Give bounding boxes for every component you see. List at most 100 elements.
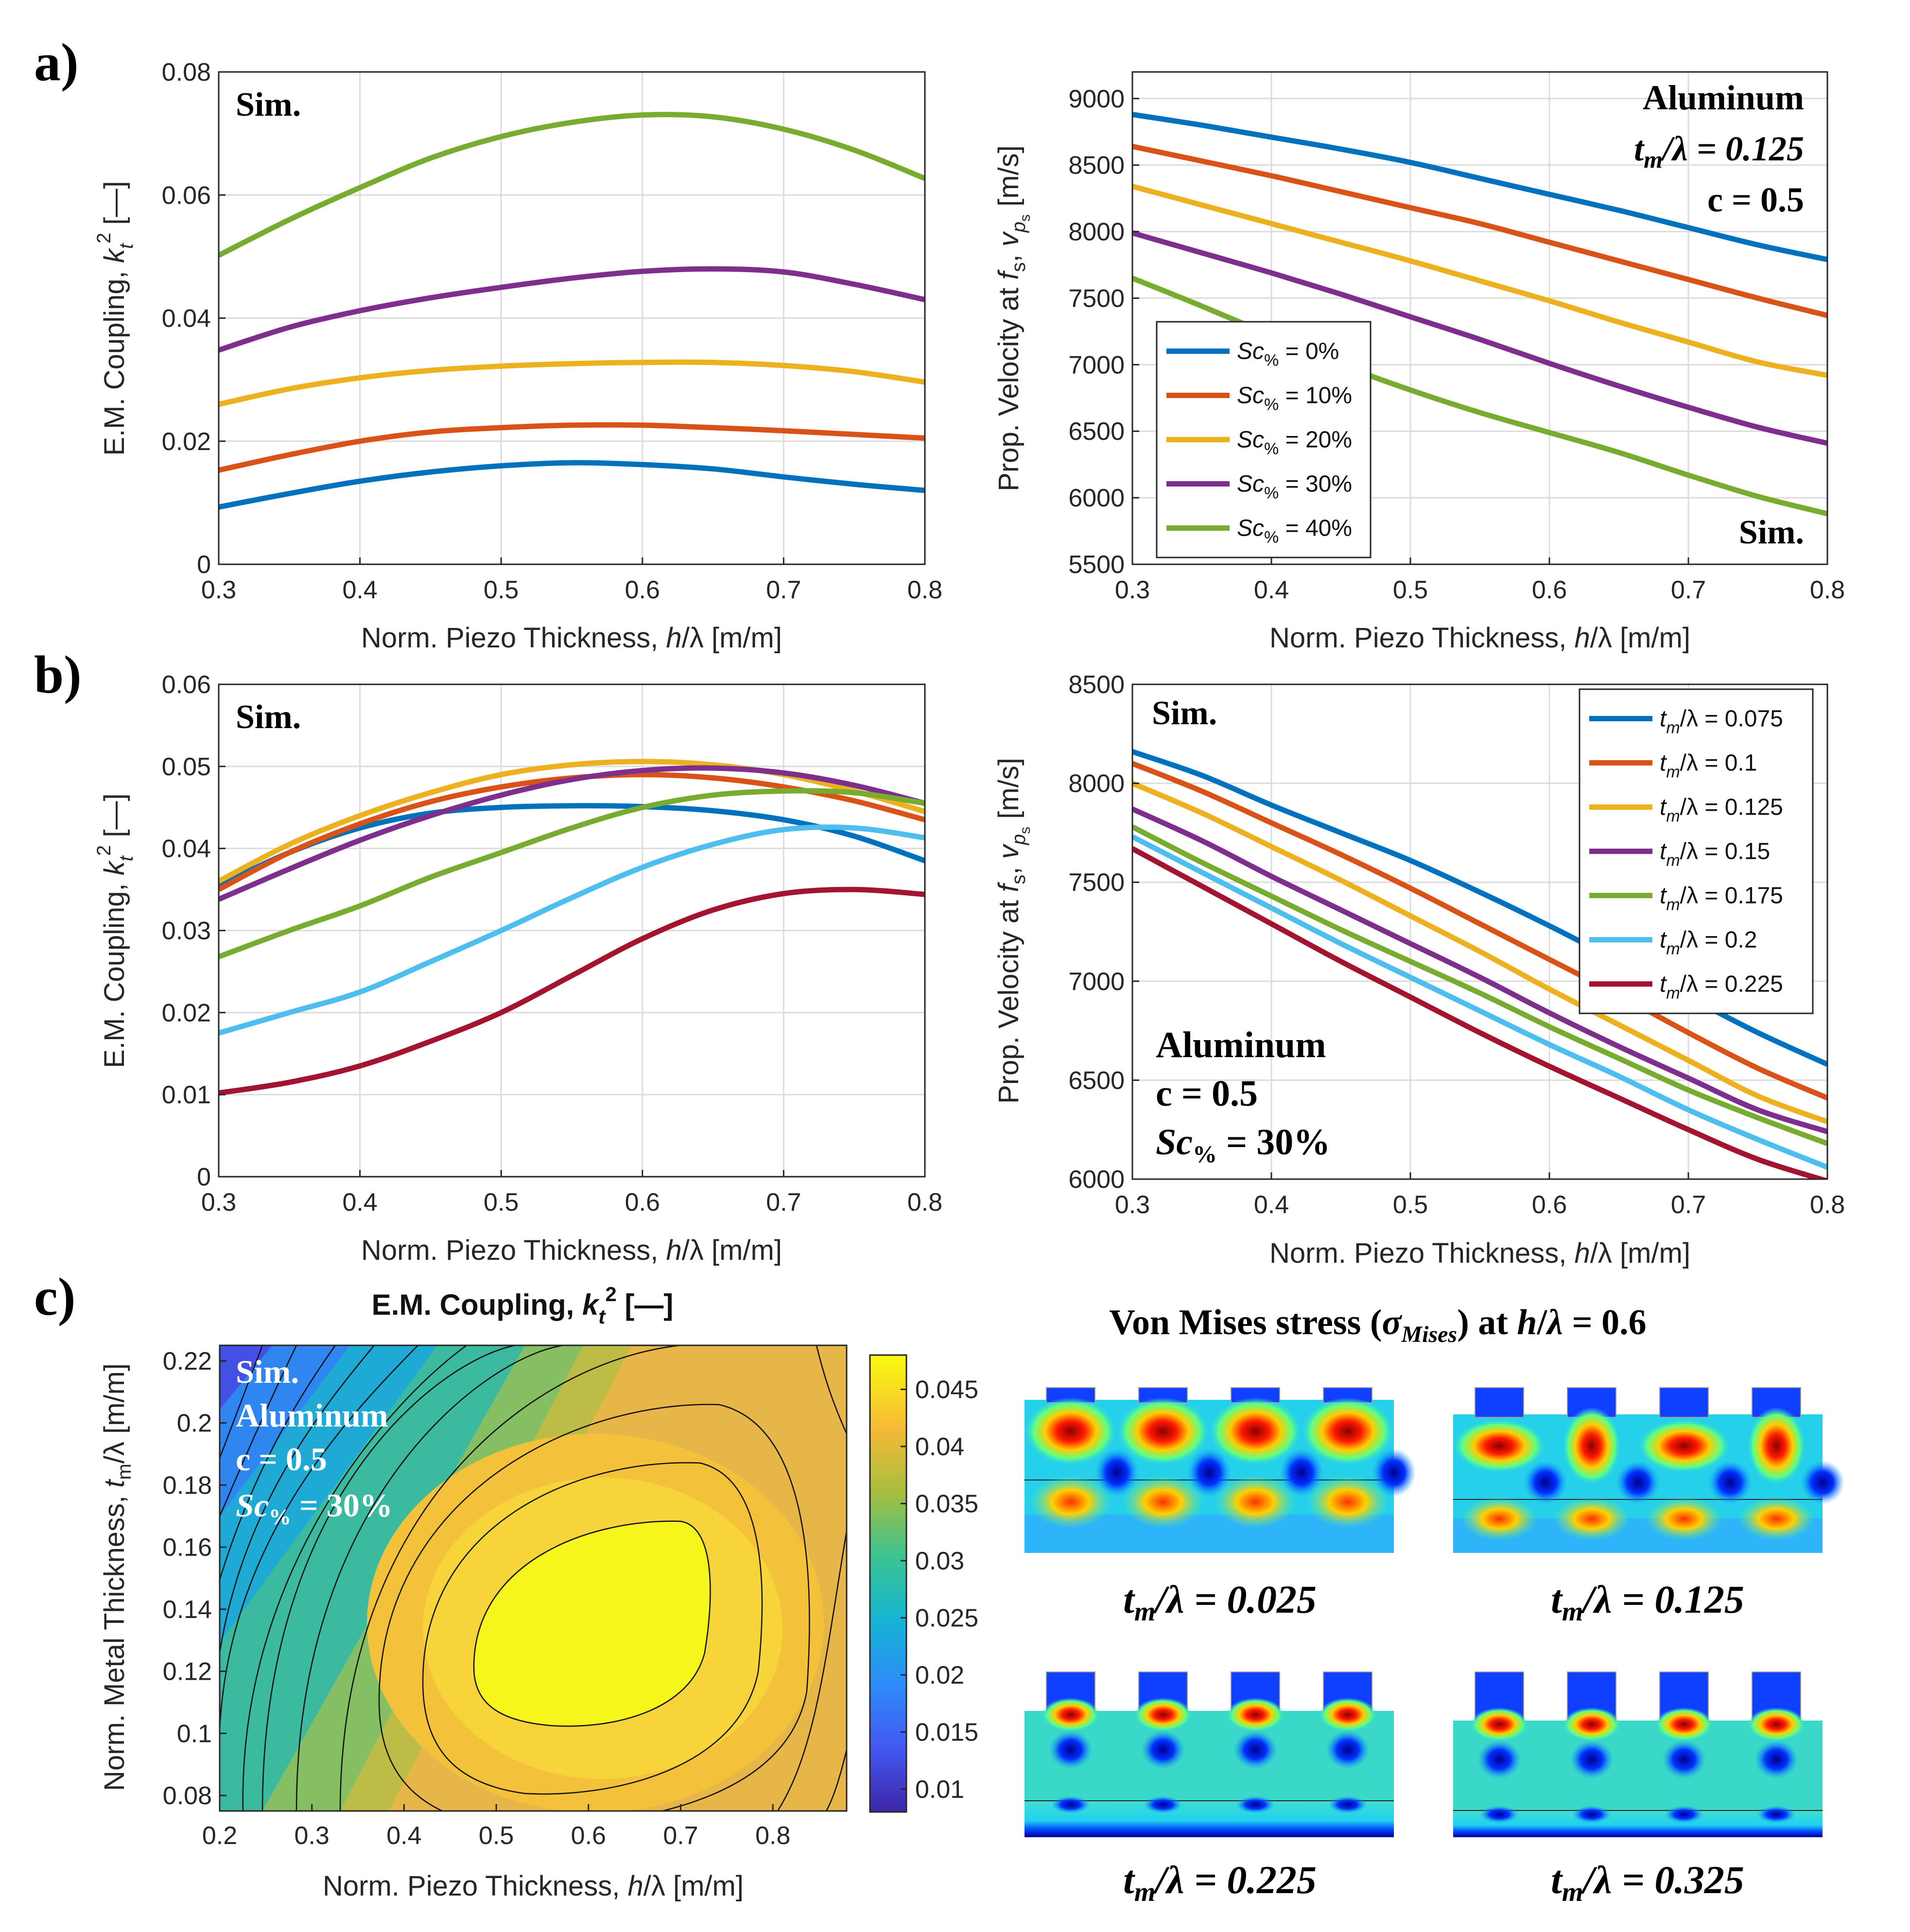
panel-label-c: c)	[34, 1267, 75, 1326]
y-tick-label: 6500	[1068, 418, 1125, 446]
legend-entry: tm/λ = 0.175	[1660, 883, 1783, 914]
y-tick-label: 8000	[1068, 770, 1125, 798]
y-tick-label: 0.02	[162, 428, 211, 456]
y-tick-label: 7500	[1068, 284, 1125, 313]
y-tick-label: 7500	[1068, 869, 1125, 897]
stress-label-2: tm/λ = 0.125	[1551, 1577, 1744, 1627]
y-axis-label: E.M. Coupling, kt2 [—]	[93, 793, 137, 1068]
x-tick-label: 0.6	[625, 1188, 660, 1217]
chart-coupling-contour: E.M. Coupling, kt2 [—]	[99, 1283, 978, 1902]
colorbar-tick-label: 0.02	[915, 1661, 964, 1689]
legend-entry: Sc% = 30%	[1237, 471, 1352, 503]
y-tick-label: 0.05	[162, 753, 211, 781]
y-tick-label: 0.22	[163, 1347, 212, 1375]
x-tick-label: 0.3	[1115, 1191, 1150, 1219]
series-line-7	[219, 887, 925, 1096]
x-tick-label: 0.7	[766, 1188, 801, 1217]
plot-frame	[1131, 683, 1828, 1180]
x-tick-label: 0.5	[1393, 1191, 1428, 1219]
contour-title: E.M. Coupling, kt2 [—]	[372, 1283, 674, 1328]
series-line-5	[219, 788, 925, 959]
y-tick-label: 0.14	[163, 1596, 212, 1624]
legend-entry: Sc% = 0%	[1237, 339, 1339, 370]
x-tick-label: 0.6	[1532, 1191, 1567, 1219]
x-tick-label: 0.5	[484, 576, 519, 604]
legend-entry: tm/λ = 0.2	[1660, 927, 1757, 958]
y-axis-label: Norm. Metal Thickness, tm/λ [m/m]	[99, 1363, 135, 1791]
x-tick-label: 0.3	[1115, 576, 1150, 604]
stress-field-2	[1453, 1387, 1844, 1553]
stress-field-4	[1453, 1671, 1823, 1837]
y-tick-label: 0.04	[162, 835, 211, 863]
x-axis-label: Norm. Piezo Thickness, h/λ [m/m]	[1269, 1237, 1690, 1269]
annotation-aluminum: Aluminum	[1643, 78, 1804, 117]
y-tick-label: 8500	[1068, 152, 1125, 180]
y-tick-label: 0.12	[163, 1658, 212, 1686]
y-tick-label: 0	[197, 1163, 211, 1191]
stress-field-3	[1024, 1671, 1394, 1837]
y-tick-label: 0.08	[162, 58, 211, 87]
x-tick-label: 0.8	[907, 576, 942, 604]
stress-title: Von Mises stress (σMises) at h/λ = 0.6	[1109, 1303, 1646, 1347]
y-tick-label: 0	[197, 551, 211, 579]
y-tick-label: 0.08	[163, 1782, 212, 1810]
stress-field-1	[1024, 1387, 1416, 1553]
annotation-sim: Sim.	[236, 698, 301, 736]
stress-label-4: tm/λ = 0.325	[1551, 1858, 1744, 1907]
y-tick-label: 6000	[1068, 484, 1125, 512]
annotation-tm-ratio: tm/λ = 0.125	[1634, 129, 1804, 173]
x-tick-label: 0.7	[1671, 576, 1706, 604]
legend: Sc% = 0% Sc% = 10% Sc% = 20% Sc% = 30% Sc% =…	[1156, 321, 1372, 558]
chart-coupling-vs-tm: 0.3 0.4 0.5 0.6 0.7 0.8 0 0.01 0.02 0.03 0.04 0.05 0…	[93, 671, 942, 1266]
legend-entry: tm/λ = 0.15	[1660, 839, 1770, 870]
y-tick-label: 0.03	[162, 917, 211, 945]
annotation-sim: Sim.	[236, 86, 301, 123]
y-tick-label: 8500	[1068, 671, 1125, 699]
x-axis-label: Norm. Piezo Thickness, h/λ [m/m]	[361, 622, 782, 654]
x-tick-label: 0.4	[1254, 1191, 1289, 1219]
stress-label-3: tm/λ = 0.225	[1123, 1858, 1317, 1907]
x-tick-label: 0.4	[386, 1822, 421, 1850]
series-line-1	[219, 803, 925, 888]
panel-label-a: a)	[34, 33, 79, 92]
colorbar-tick-label: 0.03	[915, 1547, 964, 1575]
series-line-1	[219, 460, 925, 510]
series-line-1	[1132, 112, 1827, 262]
x-tick-label: 0.3	[201, 576, 236, 604]
y-tick-label: 5500	[1068, 551, 1125, 579]
series-line-4	[219, 266, 925, 353]
annotation-c: c = 0.5	[1156, 1073, 1258, 1114]
legend-entry: tm/λ = 0.075	[1660, 706, 1783, 737]
y-tick-label: 0.2	[177, 1410, 212, 1438]
x-tick-label: 0.6	[1532, 576, 1567, 604]
x-axis-label: Norm. Piezo Thickness, h/λ [m/m]	[323, 1870, 744, 1902]
series-line-7	[1132, 846, 1827, 1179]
annotation-c: c = 0.5	[236, 1441, 327, 1478]
series-line-3	[1132, 184, 1827, 378]
y-tick-label: 0.01	[162, 1081, 211, 1109]
legend-entry: Sc% = 20%	[1237, 427, 1352, 458]
x-tick-label: 0.6	[625, 576, 660, 604]
colorbar-tick-label: 0.04	[915, 1433, 964, 1461]
x-axis-label: Norm. Piezo Thickness, h/λ [m/m]	[361, 1235, 782, 1266]
series-line-2	[1132, 761, 1827, 1101]
x-tick-label: 0.3	[295, 1822, 330, 1850]
x-tick-label: 0.4	[1254, 576, 1289, 604]
x-tick-label: 0.7	[1671, 1191, 1706, 1219]
series-line-6	[1132, 834, 1827, 1170]
x-tick-label: 0.4	[342, 1188, 377, 1217]
series-line-3	[1132, 781, 1827, 1125]
legend-entry: Sc% = 10%	[1237, 383, 1352, 414]
annotation-sc: Sc% = 30%	[1156, 1122, 1330, 1167]
annotation-sim: Sim.	[236, 1353, 299, 1390]
y-tick-label: 0.1	[177, 1720, 212, 1748]
series-line-4	[1132, 806, 1827, 1134]
x-tick-label: 0.5	[484, 1188, 519, 1217]
y-axis-label: Prop. Velocity at fs, vps [m/s]	[993, 758, 1033, 1104]
colorbar-tick-label: 0.015	[915, 1719, 978, 1747]
y-tick-label: 7000	[1068, 968, 1125, 996]
annotation-sim: Sim.	[1739, 514, 1804, 551]
x-tick-label: 0.8	[755, 1822, 790, 1850]
series-line-4	[1132, 230, 1827, 446]
panel-label-b: b)	[34, 645, 82, 704]
